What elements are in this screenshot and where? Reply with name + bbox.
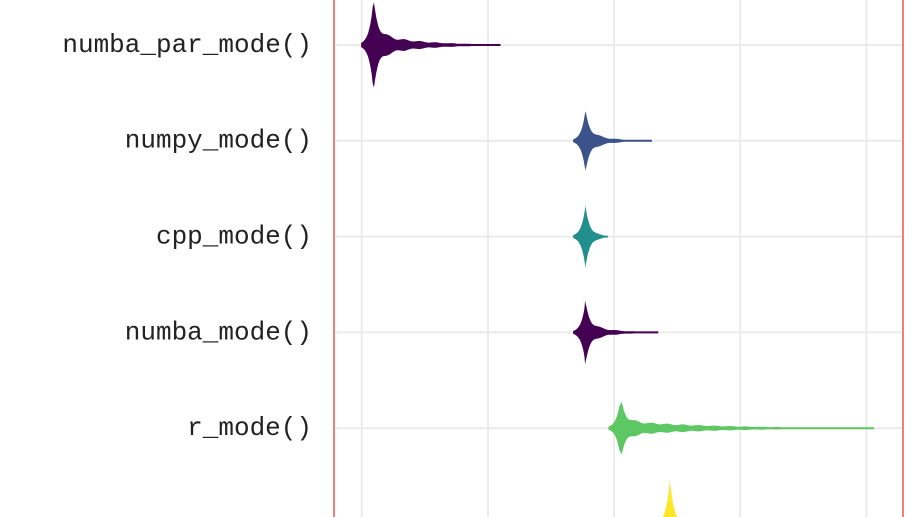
violin — [662, 478, 678, 517]
violin — [573, 300, 659, 365]
y-tick-label: r_mode() — [187, 413, 312, 443]
y-tick-label: numba_par_mode() — [62, 30, 312, 60]
violin — [608, 402, 874, 455]
y-tick-label: numba_mode() — [125, 317, 312, 347]
violin — [573, 205, 608, 268]
violin — [361, 2, 501, 88]
y-tick-label: numpy_mode() — [125, 126, 312, 156]
violin — [573, 111, 652, 171]
y-tick-label: cpp_mode() — [156, 221, 312, 251]
